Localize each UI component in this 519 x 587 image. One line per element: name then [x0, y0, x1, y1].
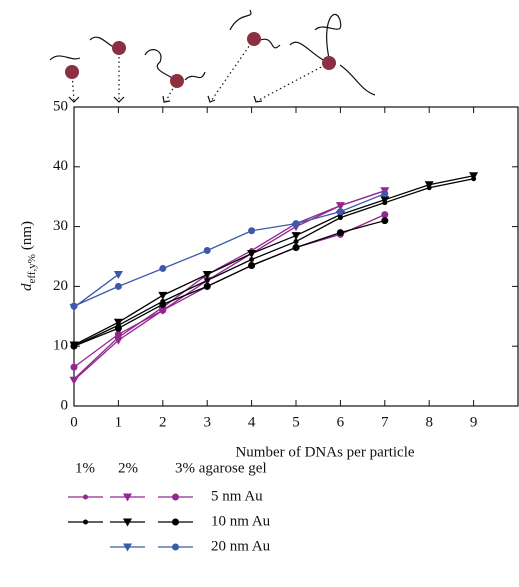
legend-label: 10 nm Au	[211, 513, 271, 529]
series-line	[73, 273, 119, 308]
legend-marker	[123, 518, 132, 527]
legend-marker	[123, 493, 132, 502]
legend-label: 20 nm Au	[211, 538, 271, 554]
marker	[336, 229, 344, 237]
marker	[114, 330, 122, 338]
marker	[381, 211, 389, 219]
y-label-main: d	[19, 283, 35, 291]
y-label-sub: eff,y%	[26, 254, 38, 283]
marker	[248, 261, 256, 269]
x-axis-label: Number of DNAs per particle	[235, 444, 414, 460]
x-tick-label: 3	[203, 414, 211, 430]
legend-marker	[172, 543, 179, 551]
x-tick-label: 6	[337, 414, 345, 430]
marker	[381, 190, 389, 198]
series-line	[73, 219, 385, 347]
marker	[114, 324, 122, 332]
x-tick-label: 4	[248, 414, 256, 430]
dna-strand	[49, 9, 376, 96]
y-tick-label: 30	[53, 218, 68, 234]
y-tick-label: 0	[61, 397, 69, 413]
marker	[249, 256, 255, 262]
series-line	[73, 190, 386, 381]
x-tick-label: 5	[292, 414, 300, 430]
x-tick-label: 2	[159, 414, 167, 430]
marker	[202, 270, 212, 279]
y-tick-label: 10	[53, 338, 68, 354]
x-tick-label: 9	[470, 414, 478, 430]
marker	[380, 196, 390, 205]
marker	[203, 282, 211, 290]
y-tick-label: 50	[53, 98, 68, 114]
legend-marker	[83, 519, 88, 525]
marker	[293, 239, 299, 245]
particles	[65, 32, 336, 88]
marker	[247, 250, 257, 259]
marker	[291, 232, 301, 241]
marker	[469, 172, 479, 181]
series-line	[73, 193, 386, 307]
y-tick-label: 40	[53, 158, 68, 174]
legend-marker	[172, 493, 179, 501]
marker	[292, 220, 300, 228]
marker	[424, 181, 434, 190]
marker	[159, 306, 167, 314]
marker	[113, 270, 123, 279]
marker	[381, 217, 389, 225]
y-tick-label: 20	[53, 278, 68, 294]
series-line	[73, 178, 474, 347]
marker	[159, 300, 167, 308]
y-axis-label: deff,y% (nm)	[19, 221, 37, 291]
marker	[113, 318, 123, 327]
illustration	[49, 9, 376, 103]
marker	[335, 202, 345, 211]
marker	[70, 363, 78, 371]
legend-header: 1%	[75, 460, 95, 476]
marker	[113, 336, 123, 345]
marker	[292, 244, 300, 252]
marker	[204, 277, 210, 283]
series-line	[73, 175, 474, 346]
marker	[70, 302, 78, 310]
x-tick-label: 0	[70, 414, 78, 430]
marker	[203, 247, 211, 255]
legend-marker	[123, 543, 132, 552]
x-tick-label: 7	[381, 414, 389, 430]
legend-marker	[83, 494, 88, 500]
marker	[336, 208, 344, 216]
arrowheads	[68, 95, 263, 103]
marker	[69, 376, 79, 385]
legend-marker	[172, 518, 179, 526]
x-tick-label: 8	[425, 414, 433, 430]
plot-frame	[73, 106, 519, 407]
marker	[248, 227, 256, 235]
marker	[159, 264, 167, 272]
marker	[70, 342, 78, 350]
legend-header: 2%	[118, 460, 138, 476]
pointer-lines	[71, 38, 330, 102]
series-line	[73, 214, 386, 368]
marker	[158, 291, 168, 300]
y-label-unit: (nm)	[19, 221, 35, 250]
x-tick-label: 1	[115, 414, 123, 430]
marker	[114, 282, 122, 290]
legend-header: 3% agarose gel	[175, 460, 267, 476]
legend-label: 5 nm Au	[211, 488, 263, 504]
